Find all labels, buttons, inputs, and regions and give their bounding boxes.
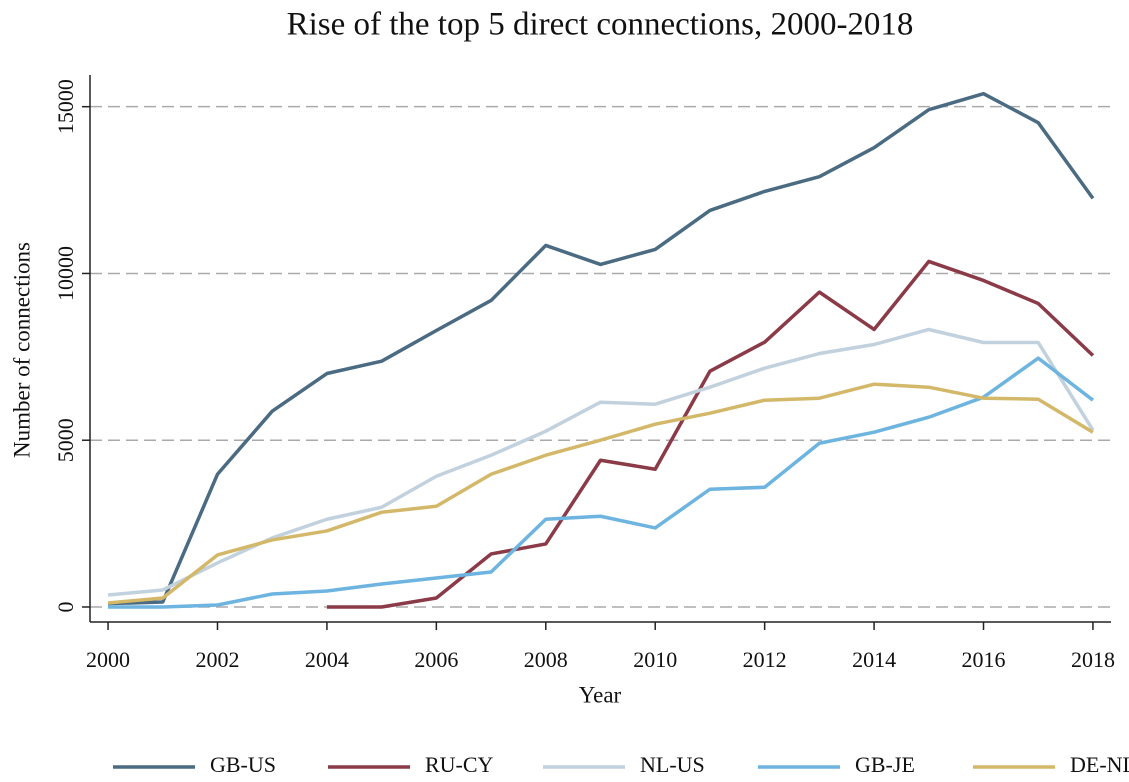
y-tick-label: 0 bbox=[53, 601, 78, 612]
y-tick-label: 5000 bbox=[53, 418, 78, 462]
y-tick-label: 15000 bbox=[53, 79, 78, 134]
x-tick-label: 2000 bbox=[86, 647, 130, 672]
legend-label: RU-CY bbox=[425, 752, 494, 777]
legend-label: GB-JE bbox=[855, 752, 915, 777]
x-tick-label: 2018 bbox=[1071, 647, 1115, 672]
x-tick-label: 2006 bbox=[414, 647, 458, 672]
legend-label: NL-US bbox=[640, 752, 705, 777]
y-axis-label: Number of connections bbox=[9, 242, 34, 458]
x-tick-label: 2002 bbox=[195, 647, 239, 672]
series-line bbox=[107, 382, 1094, 605]
x-tick-label: 2004 bbox=[305, 647, 349, 672]
x-tick-label: 2010 bbox=[633, 647, 677, 672]
series-line bbox=[108, 91, 1095, 606]
y-tick-label: 10000 bbox=[53, 246, 78, 301]
x-tick-label: 2008 bbox=[524, 647, 568, 672]
x-tick-label: 2016 bbox=[962, 647, 1006, 672]
series-line bbox=[108, 356, 1095, 609]
x-tick-label: 2014 bbox=[852, 647, 896, 672]
series-line bbox=[107, 327, 1095, 597]
series-line bbox=[326, 259, 1095, 609]
legend-label: GB-US bbox=[210, 752, 276, 777]
x-axis-label: Year bbox=[579, 682, 622, 707]
legend-label: DE-NL bbox=[1070, 752, 1129, 777]
x-tick-label: 2012 bbox=[743, 647, 787, 672]
chart-title: Rise of the top 5 direct connections, 20… bbox=[287, 7, 914, 43]
